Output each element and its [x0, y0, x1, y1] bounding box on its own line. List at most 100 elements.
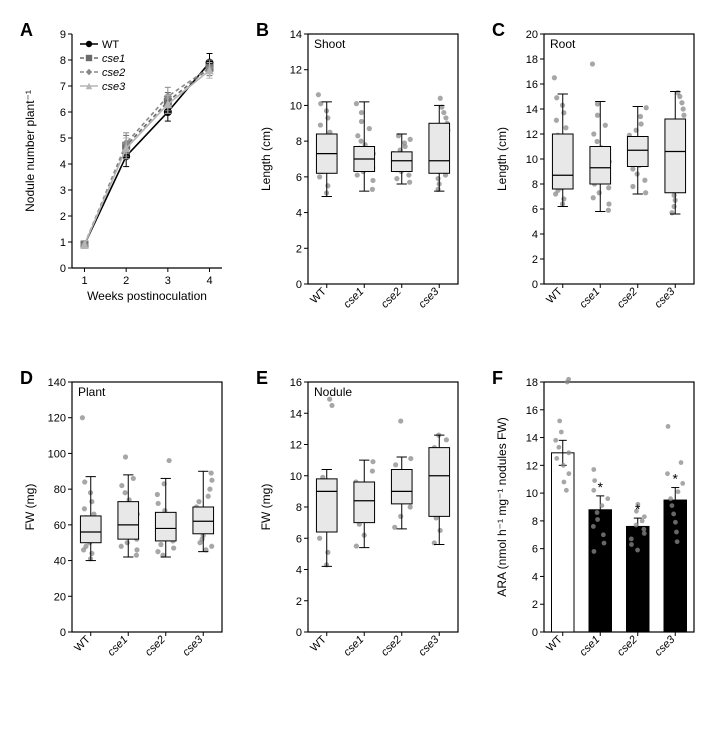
- svg-text:6: 6: [532, 204, 538, 216]
- svg-text:12: 12: [526, 129, 538, 141]
- svg-text:10: 10: [290, 100, 302, 112]
- svg-text:8: 8: [532, 179, 538, 191]
- panel-B: B 02468101214WTcse1cse2cse3Length (cm)Sh…: [256, 20, 474, 350]
- svg-text:cse2: cse2: [379, 634, 404, 659]
- panel-A: A 0 1 2 3 4 5 6 7 8 9 1 2 3 4 Weeks postinoculation Nod…: [20, 20, 238, 350]
- svg-text:cse3: cse3: [652, 633, 678, 659]
- panel-F: F 024681012141618WTcse1cse2cse3ARA (nmol…: [492, 368, 710, 698]
- svg-text:14: 14: [526, 433, 538, 445]
- svg-text:*: *: [673, 471, 679, 487]
- svg-text:cse1: cse1: [341, 634, 366, 659]
- svg-text:8: 8: [296, 502, 302, 514]
- svg-text:cse3: cse3: [652, 285, 678, 311]
- svg-text:7: 7: [60, 81, 66, 93]
- svg-text:4: 4: [60, 159, 66, 171]
- svg-text:cse1: cse1: [577, 634, 602, 659]
- svg-text:cse1: cse1: [105, 634, 130, 659]
- svg-text:20: 20: [54, 591, 66, 603]
- svg-text:Plant: Plant: [78, 385, 106, 399]
- svg-text:60: 60: [54, 520, 66, 532]
- svg-text:1: 1: [81, 275, 87, 287]
- svg-text:4: 4: [206, 275, 212, 287]
- svg-text:Shoot: Shoot: [314, 37, 346, 51]
- svg-text:Weeks postinoculation: Weeks postinoculation: [87, 289, 207, 303]
- svg-text:6: 6: [532, 544, 538, 556]
- svg-text:cse3: cse3: [416, 285, 442, 311]
- panel-E: E 0246810121416WTcse1cse2cse3FW (mg)Nodu…: [256, 368, 474, 698]
- svg-text:cse1: cse1: [102, 53, 125, 65]
- svg-text:120: 120: [48, 413, 66, 425]
- svg-text:8: 8: [296, 136, 302, 148]
- svg-text:12: 12: [526, 460, 538, 472]
- svg-text:*: *: [635, 501, 641, 517]
- svg-text:cse2: cse2: [143, 634, 168, 659]
- svg-text:14: 14: [290, 408, 302, 420]
- svg-text:4: 4: [296, 208, 302, 220]
- svg-text:0: 0: [60, 263, 66, 275]
- svg-text:WT: WT: [544, 285, 565, 306]
- svg-text:2: 2: [60, 211, 66, 223]
- svg-text:20: 20: [526, 29, 538, 41]
- svg-text:cse1: cse1: [577, 286, 602, 311]
- svg-text:cse3: cse3: [180, 633, 206, 659]
- svg-text:WT: WT: [308, 285, 329, 306]
- svg-text:FW (mg): FW (mg): [259, 484, 273, 531]
- svg-text:2: 2: [123, 275, 129, 287]
- svg-text:40: 40: [54, 556, 66, 568]
- svg-text:100: 100: [48, 448, 66, 460]
- svg-text:18: 18: [526, 54, 538, 66]
- svg-text:0: 0: [296, 627, 302, 639]
- svg-text:*: *: [598, 479, 604, 495]
- svg-text:16: 16: [526, 405, 538, 417]
- svg-text:cse2: cse2: [379, 286, 404, 311]
- panel-letter-B: B: [256, 20, 269, 41]
- svg-text:WT: WT: [72, 633, 93, 654]
- svg-text:Length (cm): Length (cm): [259, 127, 273, 191]
- svg-text:0: 0: [296, 279, 302, 291]
- svg-text:Root: Root: [550, 37, 576, 51]
- svg-text:0: 0: [532, 627, 538, 639]
- panel-letter-C: C: [492, 20, 505, 41]
- svg-text:cse2: cse2: [615, 286, 640, 311]
- svg-text:2: 2: [296, 243, 302, 255]
- svg-text:12: 12: [290, 440, 302, 452]
- svg-text:16: 16: [290, 377, 302, 389]
- svg-text:18: 18: [526, 377, 538, 389]
- panel-D: D 020406080100120140WTcse1cse2cse3FW (mg…: [20, 368, 238, 698]
- svg-text:4: 4: [532, 229, 538, 241]
- svg-text:14: 14: [290, 29, 302, 41]
- svg-text:10: 10: [526, 154, 538, 166]
- svg-text:8: 8: [60, 55, 66, 67]
- svg-text:Nodule: Nodule: [314, 385, 352, 399]
- svg-text:5: 5: [60, 133, 66, 145]
- svg-text:cse2: cse2: [615, 634, 640, 659]
- svg-text:cse2: cse2: [102, 67, 125, 79]
- svg-text:12: 12: [290, 65, 302, 77]
- svg-text:10: 10: [526, 488, 538, 500]
- svg-text:FW (mg): FW (mg): [23, 484, 37, 531]
- panel-letter-A: A: [20, 20, 33, 41]
- svg-text:Nodule number plant⁻¹: Nodule number plant⁻¹: [23, 90, 37, 212]
- panel-letter-F: F: [492, 368, 503, 389]
- svg-text:6: 6: [296, 533, 302, 545]
- svg-text:3: 3: [60, 185, 66, 197]
- svg-text:3: 3: [165, 275, 171, 287]
- svg-text:4: 4: [532, 571, 538, 583]
- svg-text:16: 16: [526, 79, 538, 91]
- svg-text:8: 8: [532, 516, 538, 528]
- svg-text:0: 0: [60, 627, 66, 639]
- svg-text:WT: WT: [308, 633, 329, 654]
- svg-text:14: 14: [526, 104, 538, 116]
- svg-text:ARA (nmol h⁻¹ mg⁻¹ nodules FW): ARA (nmol h⁻¹ mg⁻¹ nodules FW): [495, 417, 509, 596]
- svg-text:WT: WT: [544, 633, 565, 654]
- svg-text:140: 140: [48, 377, 66, 389]
- svg-text:1: 1: [60, 237, 66, 249]
- svg-text:9: 9: [60, 29, 66, 41]
- svg-text:6: 6: [60, 107, 66, 119]
- svg-text:cse3: cse3: [416, 633, 442, 659]
- figure-grid: A 01234567891234Weeks postinoculationNod…: [20, 20, 698, 698]
- svg-text:WT: WT: [102, 39, 119, 51]
- panel-letter-E: E: [256, 368, 268, 389]
- svg-text:cse1: cse1: [341, 286, 366, 311]
- svg-text:cse3: cse3: [102, 81, 126, 93]
